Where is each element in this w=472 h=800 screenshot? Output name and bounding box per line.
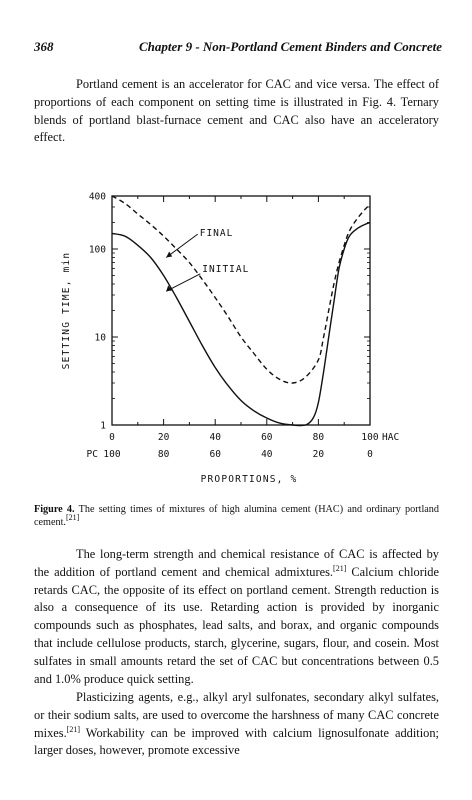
y-tick-label: 400 bbox=[89, 192, 106, 203]
series-label-final: FINAL bbox=[200, 228, 234, 239]
x-axis-title: PROPORTIONS, % bbox=[201, 474, 298, 485]
chart-ticks bbox=[111, 196, 371, 426]
chart-axes bbox=[111, 195, 371, 426]
chart-series bbox=[111, 195, 371, 427]
paragraph-strength-ref: [21] bbox=[333, 563, 347, 573]
series-line-final bbox=[111, 195, 371, 384]
x-tick-label-hac: 20 bbox=[158, 432, 170, 443]
series-leader-final bbox=[165, 233, 199, 258]
x-tick-label-hac: 60 bbox=[261, 432, 273, 443]
x-tick-label-hac: 40 bbox=[209, 432, 221, 443]
x-tick-label-pc: 100 bbox=[103, 449, 120, 460]
x-tick-label-pc: 60 bbox=[209, 449, 221, 460]
x-tick-label-hac: 100 bbox=[361, 432, 378, 443]
figure-caption-ref: [21] bbox=[65, 512, 80, 522]
x-tick-label-pc: 80 bbox=[158, 449, 170, 460]
paragraph-plasticizers-rest: Workability can be improved with calcium… bbox=[34, 725, 440, 758]
x-row-label-hac: HAC bbox=[382, 432, 399, 443]
figure-caption-text: The setting times of mixtures of high al… bbox=[34, 504, 439, 528]
series-label-initial: INITIAL bbox=[202, 264, 249, 275]
chapter-title: Chapter 9 - Non-Portland Cement Binders … bbox=[139, 39, 442, 54]
series-arrow-final bbox=[166, 251, 173, 258]
paragraph-plasticizers: Plasticizing agents, e.g., alkyl aryl su… bbox=[34, 689, 439, 760]
y-tick-label: 10 bbox=[95, 332, 107, 343]
x-tick-label-hac: 0 bbox=[109, 432, 115, 443]
paragraph-strength-text: The long-term strength and chemical resi… bbox=[34, 547, 439, 579]
x-tick-label-pc: 0 bbox=[367, 449, 373, 460]
paragraph-strength: The long-term strength and chemical resi… bbox=[34, 546, 439, 688]
series-leader-initial bbox=[165, 273, 201, 292]
y-tick-label: 100 bbox=[89, 244, 106, 255]
page-number: 368 bbox=[34, 39, 54, 54]
x-tick-label-hac: 80 bbox=[313, 432, 325, 443]
x-tick-label-pc: 20 bbox=[313, 449, 325, 460]
plot-frame bbox=[111, 195, 371, 426]
x-tick-label-pc: 40 bbox=[261, 449, 273, 460]
series-line-initial bbox=[111, 221, 371, 427]
paragraph-strength-rest: Calcium chloride retards CAC, the opposi… bbox=[34, 564, 439, 686]
y-axis-title: SETTING TIME, min bbox=[61, 252, 72, 370]
series-arrow-initial bbox=[166, 285, 173, 292]
paragraph-intro: Portland cement is an accelerator for CA… bbox=[34, 76, 439, 147]
paragraph-plasticizers-text: Plasticizing agents, e.g., alkyl aryl su… bbox=[34, 690, 439, 740]
figure-caption-label: Figure 4. bbox=[34, 504, 75, 515]
y-tick-label: 1 bbox=[100, 421, 106, 432]
paragraph-intro-text: Portland cement is an accelerator for CA… bbox=[34, 77, 439, 145]
paragraph-plasticizers-ref: [21] bbox=[66, 724, 81, 734]
x-row-label-pc: PC bbox=[87, 449, 98, 460]
figure-caption: Figure 4. The setting times of mixtures … bbox=[34, 504, 439, 529]
